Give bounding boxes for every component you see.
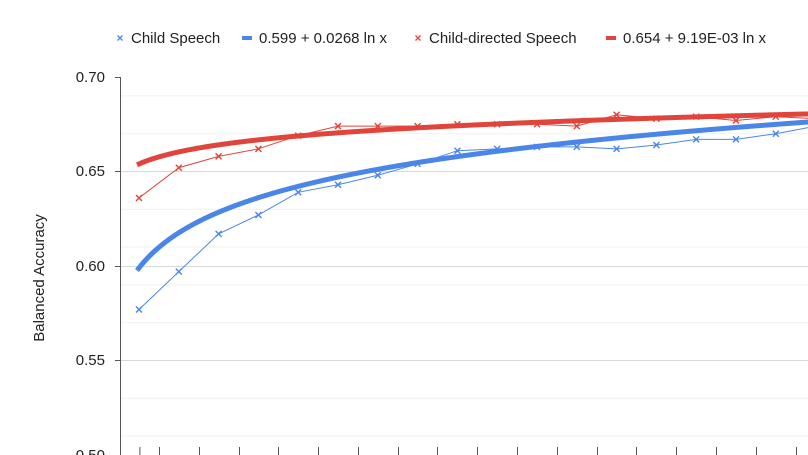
data-point-marker [414,122,422,130]
y-tick-label: 0.70 [76,69,105,86]
legend-label: Child Speech [131,30,220,47]
data-point-marker [254,211,262,219]
legend-label: 0.654 + 9.19E-03 ln x [623,30,767,47]
data-point-marker [294,188,302,196]
data-point-marker [374,171,382,179]
data-point-marker [573,143,581,151]
data-point-marker [533,143,541,151]
legend-label: Child-directed Speech [429,30,577,47]
legend-item: Child Speech [117,30,220,47]
data-point-marker [692,135,700,143]
data-point-marker [652,141,660,149]
data-point-marker [613,145,621,153]
data-point-marker [493,145,501,153]
y-tick-label: 0.65 [76,163,105,180]
y-tick-label: 0.50 [76,447,105,455]
data-point-marker [135,194,143,202]
data-point-marker [453,147,461,155]
data-point-marker [334,122,342,130]
data-point-marker [732,116,740,124]
grid-lines [120,95,808,437]
y-tick-label: 0.55 [76,352,105,369]
data-point-marker [334,181,342,189]
legend-item: Child-directed Speech [415,30,577,47]
data-point-marker [533,120,541,128]
y-tick-label: 0.60 [76,258,105,275]
legend-marker [117,35,123,41]
series-line [138,114,808,199]
series-line [138,127,808,310]
legend-label: 0.599 + 0.0268 ln x [259,30,388,47]
data-point-marker [652,115,660,123]
y-axis-title: Balanced Accuracy [31,214,48,342]
data-point-marker [573,122,581,130]
data-point-marker [453,120,461,128]
data-point-marker [414,160,422,168]
legend-item: 0.599 + 0.0268 ln x [242,30,388,47]
data-point-marker [215,230,223,238]
plot-area [135,111,808,313]
data-point-marker [175,268,183,276]
data-point-marker [254,145,262,153]
data-point-marker [493,120,501,128]
data-point-marker [135,305,143,313]
data-point-marker [732,135,740,143]
legend-item: 0.654 + 9.19E-03 ln x [606,30,767,47]
trendline-4a86e8 [135,119,808,272]
data-point-marker [294,132,302,140]
data-point-marker [175,164,183,172]
legend-marker [415,35,421,41]
legend: Child Speech 0.599 + 0.0268 ln x Child-dir… [117,30,767,47]
data-point-marker [374,122,382,130]
axes: 0.70 0.65 0.60 0.55 0.50 [76,69,797,455]
data-point-marker [215,152,223,160]
data-point-marker [772,130,780,138]
data-point-marker [613,111,621,119]
data-point-marker [772,113,780,121]
data-point-marker [692,113,700,121]
